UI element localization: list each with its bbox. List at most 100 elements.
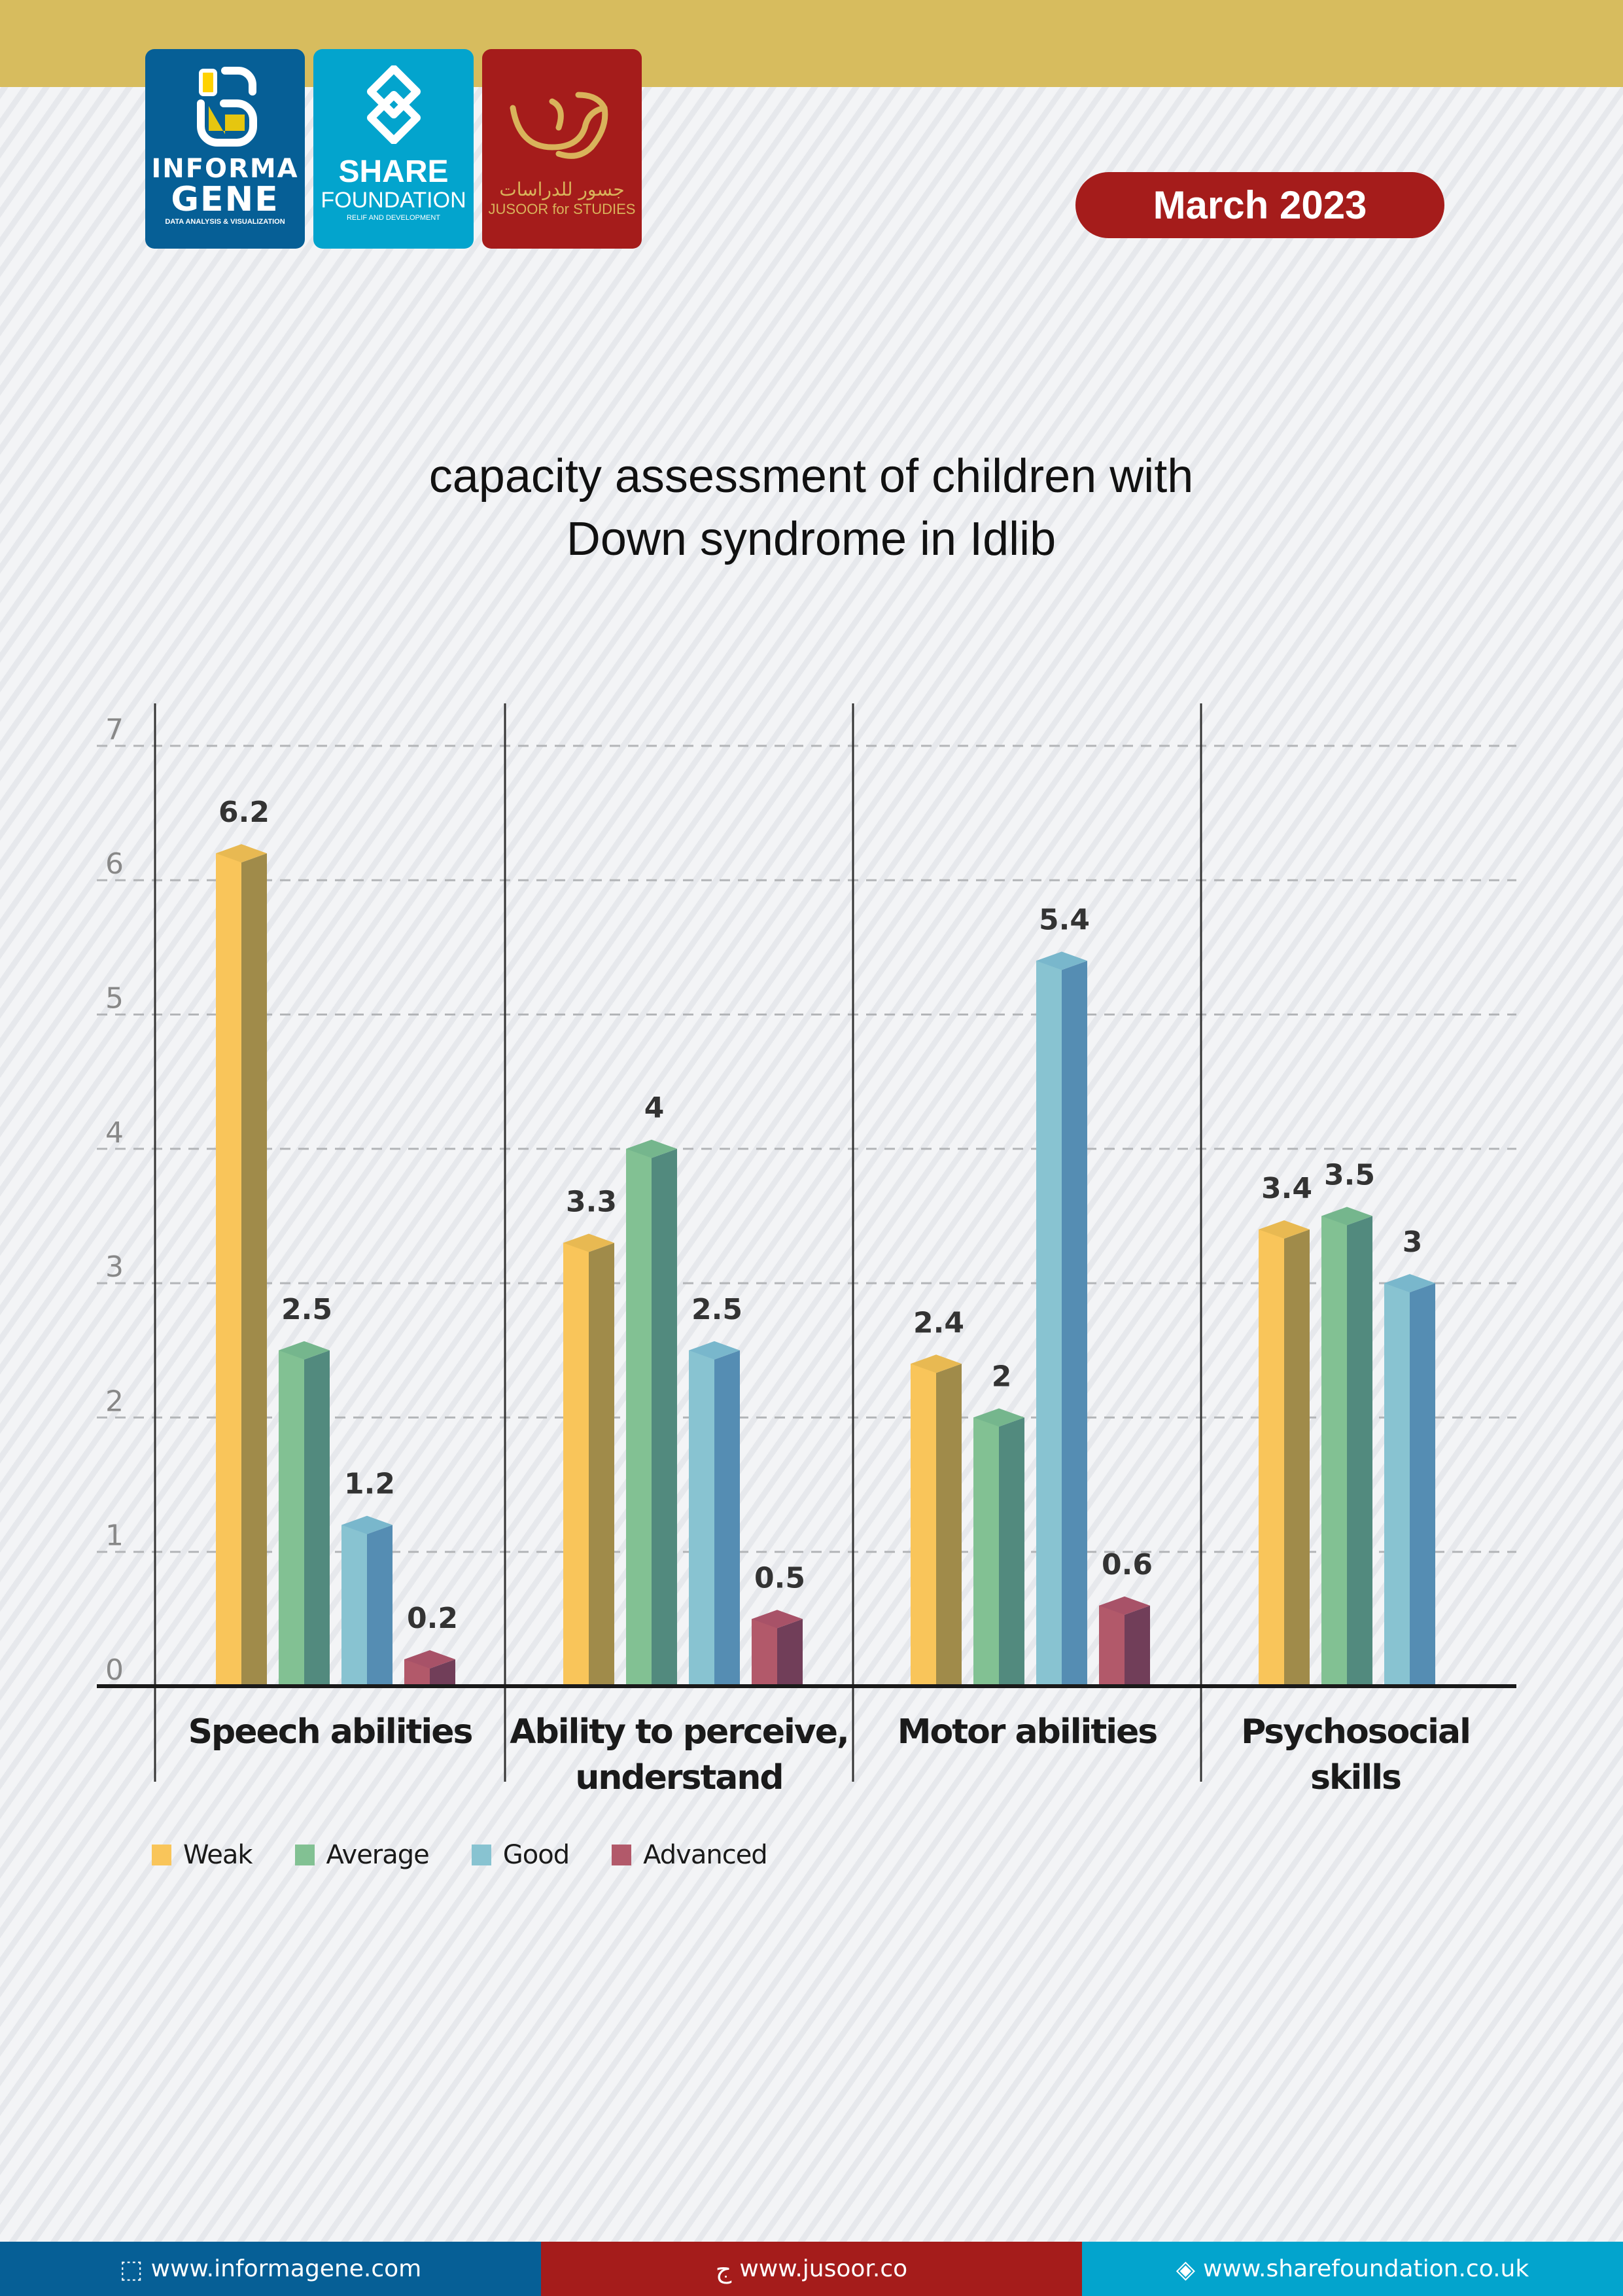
data-label: 3.4 — [1261, 1172, 1312, 1205]
informa-name: INFORMA — [151, 154, 299, 184]
bar-top-average — [626, 1139, 677, 1158]
bar-front-weak — [563, 1243, 589, 1686]
bar-top-advanced — [404, 1650, 455, 1669]
jusoor-arabic-name: جسور للدراسات — [499, 179, 625, 200]
bar-front-average — [626, 1148, 652, 1686]
data-label: 3.5 — [1324, 1158, 1375, 1192]
category-label-line: Speech abilities — [188, 1712, 474, 1752]
bar-side-average — [999, 1417, 1024, 1686]
legend-swatch — [471, 1845, 491, 1865]
footer-jusoor[interactable]: ج www.jusoor.co — [541, 2242, 1082, 2296]
category-label-line: skills — [1310, 1758, 1402, 1797]
footer-share[interactable]: ◈ www.sharefoundation.co.uk — [1082, 2242, 1623, 2296]
bar-side-advanced — [430, 1659, 455, 1686]
chart-legend: Weak Average Good Advanced — [152, 1839, 810, 1871]
y-tick-label: 0 — [105, 1653, 124, 1687]
informagene-logo: INFORMA GENE DATA ANALYSIS & VISUALIZATI… — [145, 49, 305, 249]
bar-side-weak — [241, 853, 267, 1686]
data-label: 6.2 — [218, 796, 270, 829]
data-label: 0.2 — [407, 1602, 458, 1635]
bar-side-average — [304, 1350, 330, 1686]
category-label: Ability to perceive, understand — [509, 1709, 849, 1801]
y-tick-label: 1 — [105, 1519, 124, 1553]
category-label-line: Ability to perceive, — [510, 1712, 849, 1752]
share-name: SHARE — [338, 154, 449, 189]
y-tick-label: 2 — [105, 1385, 124, 1418]
jusoor-english-name: JUSOOR for STUDIES — [488, 201, 636, 217]
jusoor-logo: جسور للدراسات JUSOOR for STUDIES — [482, 49, 642, 249]
footer-informagene[interactable]: ⬚ www.informagene.com — [0, 2242, 541, 2296]
date-badge: March 2023 — [1075, 172, 1444, 238]
y-tick-label: 4 — [105, 1116, 124, 1150]
bar-side-advanced — [1125, 1605, 1150, 1686]
chart-title: capacity assessment of children with Dow… — [288, 445, 1335, 571]
bar-side-weak — [936, 1364, 962, 1686]
bar-front-weak — [911, 1364, 936, 1686]
bar-front-good — [1036, 961, 1062, 1686]
foundation-name: FOUNDATION — [321, 188, 466, 213]
bar-side-average — [652, 1148, 677, 1686]
bar-top-good — [689, 1341, 740, 1360]
data-label: 0.5 — [754, 1561, 805, 1595]
legend-label: Average — [326, 1840, 430, 1870]
bar-side-advanced — [777, 1619, 803, 1686]
bar-top-weak — [1259, 1220, 1310, 1239]
bar-top-good — [341, 1515, 393, 1534]
bar-top-good — [1384, 1274, 1435, 1293]
bar-front-good — [689, 1350, 714, 1686]
bar-front-weak — [216, 853, 241, 1686]
data-label: 2.4 — [913, 1306, 964, 1339]
bar-top-good — [1036, 951, 1087, 970]
legend-item-weak: Weak — [152, 1840, 253, 1870]
data-label: 1.2 — [344, 1468, 395, 1501]
bar-top-weak — [563, 1233, 614, 1252]
category-label-line: Motor abilities — [897, 1712, 1159, 1752]
data-label: 4 — [644, 1091, 665, 1125]
category-label: Psychosocial skills — [1185, 1709, 1526, 1801]
data-label: 0.6 — [1102, 1548, 1153, 1581]
y-tick-label: 3 — [105, 1250, 124, 1284]
share-icon: ◈ — [1176, 2254, 1196, 2284]
legend-item-advanced: Advanced — [612, 1840, 768, 1870]
legend-item-good: Good — [471, 1840, 570, 1870]
informagene-icon: ⬚ — [119, 2254, 143, 2284]
legend-item-average: Average — [294, 1840, 430, 1870]
legend-label: Good — [502, 1840, 570, 1870]
bar-front-average — [279, 1350, 304, 1686]
chart-title-line-2: Down syndrome in Idlib — [566, 513, 1056, 565]
y-tick-label: 5 — [105, 982, 124, 1016]
bar-side-good — [1410, 1283, 1435, 1686]
data-label: 3 — [1403, 1226, 1423, 1259]
bar-top-weak — [216, 844, 267, 863]
bar-top-average — [279, 1341, 330, 1360]
footer-share-link[interactable]: www.sharefoundation.co.uk — [1203, 2255, 1529, 2282]
legend-swatch — [152, 1845, 171, 1865]
jusoor-calligraphy-icon — [510, 92, 608, 159]
gene-name: GENE — [171, 180, 279, 219]
legend-label: Advanced — [643, 1840, 768, 1870]
category-label-line: understand — [575, 1758, 784, 1797]
bar-front-advanced — [1099, 1605, 1125, 1686]
category-label-line: Psychosocial — [1241, 1712, 1471, 1752]
share-tagline: RELIF AND DEVELOPMENT — [346, 214, 441, 222]
footer-jusoor-link[interactable]: www.jusoor.co — [739, 2255, 908, 2282]
footer: ⬚ www.informagene.com ج www.jusoor.co ◈ … — [0, 2242, 1623, 2296]
bar-front-good — [1384, 1283, 1410, 1686]
bar-front-good — [341, 1525, 367, 1686]
data-label: 2 — [992, 1360, 1012, 1393]
legend-swatch — [612, 1845, 632, 1865]
bar-front-advanced — [752, 1619, 777, 1686]
bar-top-weak — [911, 1354, 962, 1373]
footer-informagene-link[interactable]: www.informagene.com — [150, 2255, 422, 2282]
bar-side-average — [1347, 1216, 1372, 1686]
share-icon — [366, 65, 421, 144]
y-tick-label: 7 — [105, 713, 124, 747]
bar-side-good — [1062, 961, 1087, 1686]
chart-title-line-1: capacity assessment of children with — [428, 450, 1194, 503]
data-label: 5.4 — [1039, 903, 1090, 936]
category-label: Motor abilities — [857, 1709, 1197, 1755]
bar-side-weak — [1284, 1229, 1310, 1686]
bar-top-advanced — [752, 1610, 803, 1629]
bar-side-good — [714, 1350, 740, 1686]
